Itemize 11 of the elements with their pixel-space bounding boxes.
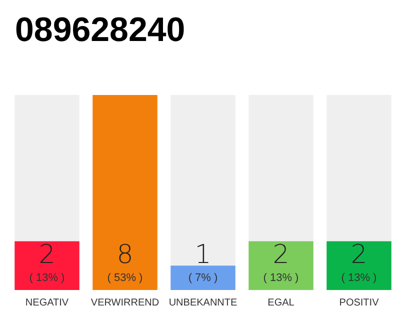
x-tick-label: NEGATIV — [25, 298, 69, 308]
data-label: 2 ( 13% ) — [263, 240, 299, 284]
data-label: 2 ( 13% ) — [29, 240, 65, 284]
data-label: 8 ( 53% ) — [107, 240, 143, 284]
x-tick-label: POSITIV — [339, 298, 380, 308]
x-tick-label: EGAL — [268, 298, 295, 308]
data-label: 2 ( 13% ) — [341, 240, 377, 284]
chart-title: 089628240 — [15, 11, 186, 49]
data-label: 1 ( 7% ) — [188, 240, 218, 284]
x-tick-label: VERWIRREND — [90, 298, 160, 308]
x-tick-label: UNBEKANNTE — [168, 298, 238, 308]
